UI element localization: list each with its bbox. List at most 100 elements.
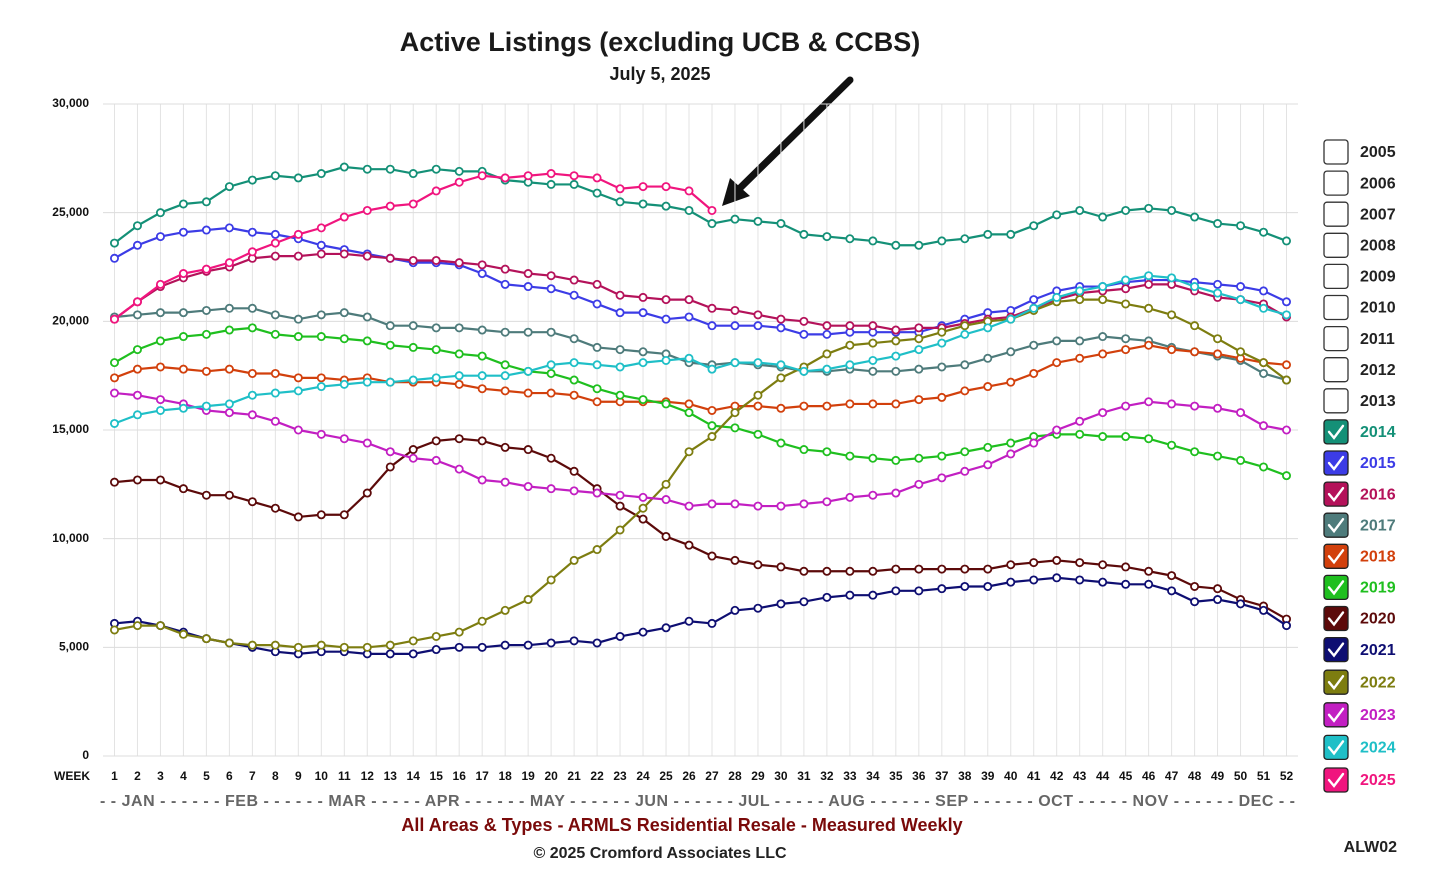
data-point	[937, 327, 947, 337]
x-tick-label: 29	[751, 769, 765, 783]
data-point	[546, 368, 556, 378]
legend-check	[1327, 642, 1345, 658]
x-tick-label: 12	[361, 769, 375, 783]
data-point	[822, 497, 832, 507]
data-point	[293, 173, 303, 183]
data-point	[224, 325, 234, 335]
data-point	[776, 438, 786, 448]
data-point	[661, 623, 671, 633]
data-point	[638, 347, 648, 357]
data-point	[247, 390, 257, 400]
data-point	[109, 253, 119, 263]
data-point	[661, 479, 671, 489]
data-point	[845, 590, 855, 600]
series-line	[114, 298, 1288, 649]
data-point	[477, 269, 487, 279]
x-tick-label: 19	[521, 769, 535, 783]
data-point	[1190, 447, 1200, 457]
data-point	[1098, 408, 1108, 418]
data-point	[753, 321, 763, 331]
data-point	[776, 599, 786, 609]
series-line	[113, 252, 1288, 332]
data-point	[707, 405, 717, 415]
data-point	[477, 260, 487, 270]
data-point	[1167, 586, 1177, 596]
data-point	[293, 332, 303, 342]
data-point	[431, 345, 441, 355]
data-point	[776, 373, 786, 383]
data-point	[569, 358, 579, 368]
data-point	[178, 403, 188, 413]
data-point	[454, 258, 464, 268]
legend-checkbox	[1323, 263, 1349, 290]
data-point	[546, 327, 556, 337]
x-tick-label: 49	[1211, 769, 1225, 783]
data-point	[201, 305, 211, 315]
data-point	[615, 308, 625, 318]
data-point	[1167, 571, 1177, 581]
data-point	[1259, 462, 1269, 472]
data-point	[178, 308, 188, 318]
data-point	[1029, 340, 1039, 350]
data-point	[914, 240, 924, 250]
data-point	[224, 364, 234, 374]
data-point	[224, 408, 234, 418]
data-point	[408, 445, 418, 455]
data-point	[500, 386, 510, 396]
data-point	[385, 253, 395, 263]
data-point	[546, 271, 556, 281]
data-point	[523, 482, 533, 492]
data-point	[615, 501, 625, 511]
data-point	[454, 464, 464, 474]
data-point	[868, 236, 878, 246]
legend-label: 2020	[1360, 611, 1396, 628]
data-point	[385, 649, 395, 659]
data-point	[431, 645, 441, 655]
data-point	[569, 555, 579, 565]
legend-label: 2011	[1360, 331, 1395, 348]
data-point	[868, 590, 878, 600]
data-point	[661, 399, 671, 409]
data-point	[1236, 347, 1246, 357]
data-point	[1029, 295, 1039, 305]
series	[109, 340, 1292, 415]
data-point	[615, 184, 625, 194]
data-point	[914, 334, 924, 344]
data-point	[592, 545, 602, 555]
data-point	[408, 255, 418, 265]
data-point	[914, 479, 924, 489]
data-point	[1259, 286, 1269, 296]
legend-label: 2019	[1360, 580, 1396, 597]
data-point	[822, 329, 832, 339]
data-point	[523, 640, 533, 650]
data-point	[1167, 205, 1177, 215]
data-point	[822, 592, 832, 602]
data-point	[431, 373, 441, 383]
data-point	[822, 321, 832, 331]
legend-check	[1327, 580, 1345, 596]
data-point	[592, 488, 602, 498]
data-point	[684, 295, 694, 305]
data-point	[247, 640, 257, 650]
legend-label: 2013	[1360, 393, 1396, 410]
data-point	[730, 423, 740, 433]
data-point	[293, 386, 303, 396]
data-point	[845, 234, 855, 244]
data-point	[477, 616, 487, 626]
series-line	[113, 226, 1287, 336]
data-point	[178, 199, 188, 209]
data-point	[891, 564, 901, 574]
data-point	[155, 232, 165, 242]
data-point	[753, 501, 763, 511]
data-point	[776, 323, 786, 333]
data-point	[868, 453, 878, 463]
data-point	[1213, 334, 1223, 344]
data-point	[385, 462, 395, 472]
data-point	[615, 390, 625, 400]
data-point	[293, 314, 303, 324]
data-point	[1098, 432, 1108, 442]
data-point	[1190, 282, 1200, 292]
data-point	[385, 201, 395, 211]
legend-label: 2024	[1360, 740, 1396, 757]
